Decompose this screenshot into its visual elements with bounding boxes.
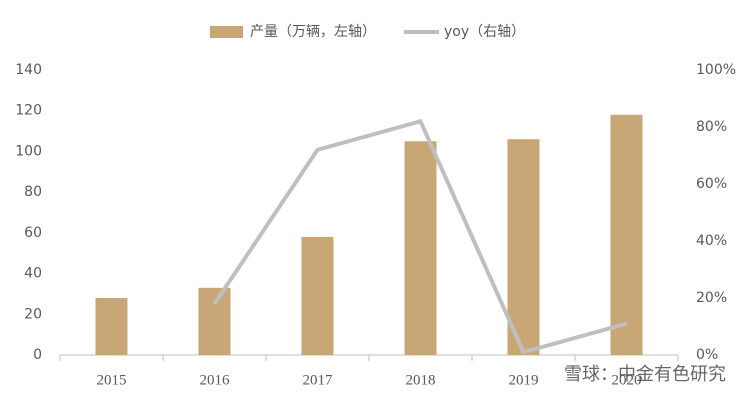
y-tick-label: 60 [24, 225, 42, 241]
bar [507, 139, 540, 355]
bar [610, 114, 643, 356]
line [212, 118, 628, 355]
y2-tick-label: 40% [696, 233, 727, 249]
y-tick-label: 80 [24, 184, 42, 200]
y2-tick-label: 100% [696, 62, 736, 78]
x-tick-label: 2017 [303, 372, 334, 388]
y-tick-label: 20 [24, 306, 42, 322]
x-tick-label: 2019 [509, 372, 539, 388]
x-tick-label: 2015 [97, 372, 127, 388]
y2-tick-label: 0% [696, 347, 718, 363]
y2-tick-label: 80% [696, 119, 727, 135]
legend-label: yoy（右轴） [444, 24, 525, 40]
bar [95, 298, 128, 355]
x-tick-label: 2020 [612, 372, 642, 388]
x-tick-label: 2016 [200, 372, 231, 388]
bar [301, 236, 334, 355]
watermark: 雪球：中金有色研究 [564, 364, 726, 385]
bar [198, 287, 231, 355]
legend-swatch [210, 26, 243, 38]
x-tick-label: 2018 [406, 372, 436, 388]
y-tick-label: 0 [33, 347, 42, 363]
y-tick-label: 40 [24, 266, 42, 282]
bar [404, 141, 437, 355]
y-tick-label: 120 [15, 103, 42, 119]
y2-tick-label: 60% [696, 176, 727, 192]
y-tick-label: 140 [15, 62, 42, 78]
legend-label: 产量（万辆，左轴） [250, 24, 376, 40]
y-tick-label: 100 [15, 143, 42, 159]
y2-tick-label: 20% [696, 290, 727, 306]
